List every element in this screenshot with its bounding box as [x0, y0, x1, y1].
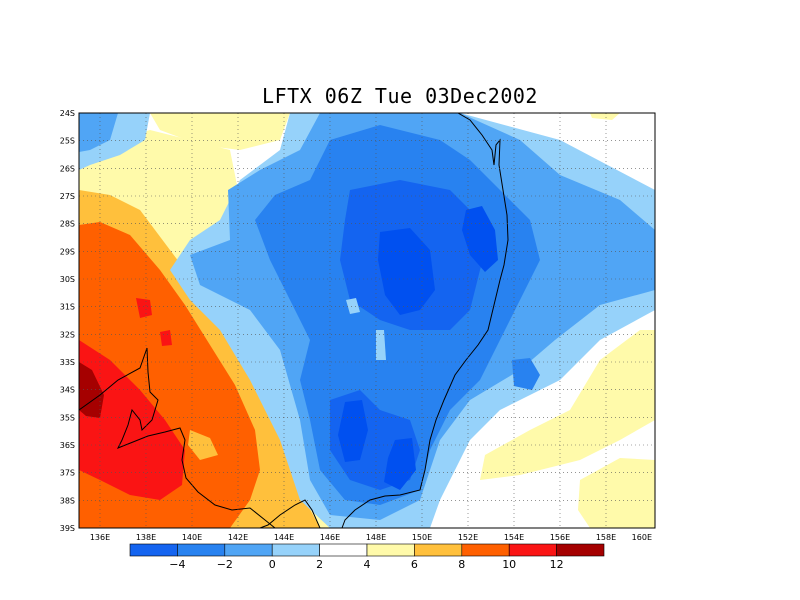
colorbar-swatch — [508, 543, 557, 557]
coastline-gulfs — [79, 347, 276, 528]
lon-label: 154E — [504, 533, 524, 542]
colorbar-swatch — [556, 543, 605, 557]
lat-label: 28S — [60, 220, 75, 229]
colorbar-swatch — [224, 543, 273, 557]
lon-label: 160E — [632, 533, 652, 542]
contour-neg-5b — [462, 206, 498, 272]
lon-axis: 136E 138E 140E 142E 144E 146E 148E 150E … — [90, 533, 652, 542]
colorbar-swatch — [414, 543, 463, 557]
contour-neg-5c — [338, 400, 368, 462]
lat-label: 34S — [60, 386, 75, 395]
contour-neg-5d — [384, 438, 416, 490]
lat-label: 39S — [60, 524, 75, 533]
lon-label: 156E — [550, 533, 570, 542]
contour-neg-5 — [378, 228, 435, 315]
contour-east-pos-1 — [480, 330, 655, 480]
lat-label: 27S — [60, 192, 75, 201]
lat-label: 37S — [60, 469, 75, 478]
map-title: LFTX 06Z Tue 03Dec2002 — [262, 84, 538, 108]
colorbar-label: 2 — [316, 558, 323, 571]
contour-field — [79, 113, 655, 528]
lat-label: 30S — [60, 275, 75, 284]
lat-label: 32S — [60, 330, 75, 339]
lon-label: 142E — [228, 533, 248, 542]
colorbar: −4 −2 0 2 4 6 8 10 12 — [129, 543, 605, 571]
lon-label: 152E — [458, 533, 478, 542]
contour-nw-mid — [79, 113, 118, 152]
lon-label: 138E — [136, 533, 156, 542]
colorbar-label: 6 — [411, 558, 418, 571]
lat-lon-grid — [79, 113, 655, 528]
colorbar-swatch — [271, 543, 320, 557]
contour-pos-red-blob-1 — [136, 298, 152, 318]
lat-axis: 24S 25S 26S 27S 28S 29S 30S 31S 32S 33S … — [60, 109, 75, 533]
colorbar-label: −4 — [169, 558, 185, 571]
lat-label: 36S — [60, 441, 75, 450]
coastline-south — [259, 499, 321, 528]
lat-label: 26S — [60, 164, 75, 173]
lon-label: 140E — [182, 533, 202, 542]
lon-label: 158E — [596, 533, 616, 542]
lat-label: 25S — [60, 137, 75, 146]
contour-east-pos-2 — [578, 458, 655, 528]
lon-label: 144E — [274, 533, 294, 542]
contour-ne-pos — [590, 113, 620, 120]
colorbar-label: −2 — [217, 558, 233, 571]
colorbar-label: 12 — [550, 558, 564, 571]
map-frame — [78, 112, 656, 529]
colorbar-swatch — [366, 543, 415, 557]
contour-neg-blob-east — [512, 358, 540, 390]
colorbar-label: 4 — [364, 558, 371, 571]
colorbar-swatch — [129, 543, 178, 557]
colorbar-label: 8 — [458, 558, 465, 571]
lat-label: 38S — [60, 496, 75, 505]
lon-label: 136E — [90, 533, 110, 542]
lon-label: 150E — [412, 533, 432, 542]
lat-label: 24S — [60, 109, 75, 118]
contour-neg-light-blob-1 — [346, 298, 360, 314]
contour-neg-light-blob-2 — [376, 330, 386, 360]
contour-pos-red — [79, 340, 185, 500]
colorbar-label: 10 — [502, 558, 516, 571]
lat-label: 33S — [60, 358, 75, 367]
lon-label: 148E — [366, 533, 386, 542]
lat-label: 31S — [60, 303, 75, 312]
colorbar-swatch — [461, 543, 510, 557]
colorbar-label: 0 — [269, 558, 276, 571]
contour-pos-red-blob-2 — [160, 330, 172, 346]
lat-label: 29S — [60, 247, 75, 256]
lat-label: 35S — [60, 413, 75, 422]
colorbar-swatch — [177, 543, 226, 557]
colorbar-swatch — [319, 543, 368, 557]
coastline — [341, 113, 509, 528]
lon-label: 146E — [320, 533, 340, 542]
